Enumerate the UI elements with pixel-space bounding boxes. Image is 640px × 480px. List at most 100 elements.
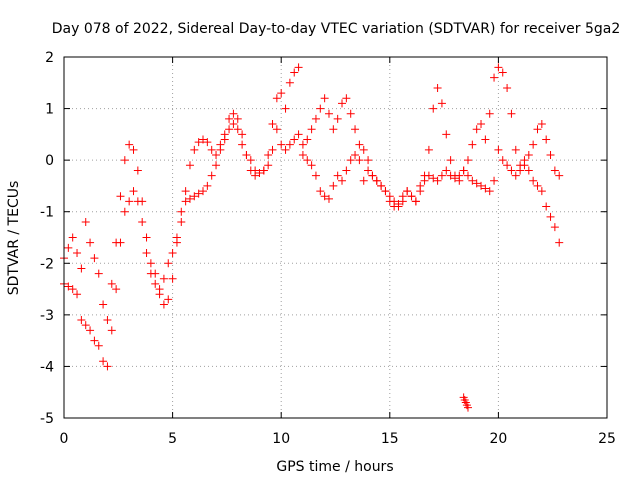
data-point (303, 156, 312, 165)
data-point (433, 83, 442, 92)
plot-frame (63, 56, 608, 419)
series-outlier (459, 393, 472, 412)
data-point (342, 94, 351, 103)
data-point (64, 243, 73, 252)
data-point (155, 290, 164, 299)
data-point (303, 135, 312, 144)
data-point (77, 316, 86, 325)
data-point (81, 218, 90, 227)
data-point (329, 125, 338, 134)
data-point (542, 135, 551, 144)
data-point (207, 145, 216, 154)
data-point (120, 207, 129, 216)
data-point (385, 192, 394, 201)
data-point (225, 125, 234, 134)
data-point (537, 187, 546, 196)
data-point (251, 166, 260, 175)
data-point (90, 336, 99, 345)
data-point (168, 274, 177, 283)
data-point (199, 187, 208, 196)
y-tick-label: -5 (40, 411, 54, 427)
data-point (511, 145, 520, 154)
data-point (442, 166, 451, 175)
data-point (125, 140, 134, 149)
y-tick-label: -3 (40, 308, 54, 324)
data-point (324, 194, 333, 203)
data-point (77, 264, 86, 273)
data-point (185, 194, 194, 203)
data-point (151, 279, 160, 288)
data-point (73, 248, 82, 257)
data-point (346, 109, 355, 118)
data-point (437, 171, 446, 180)
data-point (216, 140, 225, 149)
data-point (364, 156, 373, 165)
data-point (468, 140, 477, 149)
data-point (450, 171, 459, 180)
data-point (455, 176, 464, 185)
data-point (498, 156, 507, 165)
y-tick-labels: -5 -4 -3 -2 -1 0 1 2 (40, 50, 54, 427)
data-point (238, 130, 247, 139)
data-point (511, 171, 520, 180)
data-point (290, 135, 299, 144)
data-point (281, 145, 290, 154)
data-point (403, 187, 412, 196)
data-point (381, 187, 390, 196)
data-point (481, 135, 490, 144)
data-point (433, 176, 442, 185)
data-point (316, 187, 325, 196)
data-point (351, 150, 360, 159)
data-point (546, 150, 555, 159)
data-point (229, 120, 238, 129)
data-point (485, 187, 494, 196)
data-point (290, 68, 299, 77)
data-point (307, 161, 316, 170)
data-point (390, 197, 399, 206)
data-point (246, 156, 255, 165)
data-point (546, 212, 555, 221)
data-point (529, 140, 538, 149)
data-point (138, 218, 147, 227)
data-point (68, 285, 77, 294)
data-point (516, 161, 525, 170)
data-point (555, 171, 564, 180)
data-point (338, 99, 347, 108)
data-point (238, 140, 247, 149)
data-point (94, 269, 103, 278)
data-point (429, 174, 438, 183)
data-point (164, 259, 173, 268)
data-point (259, 166, 268, 175)
data-point (311, 171, 320, 180)
data-point (416, 181, 425, 190)
y-tick-label: -1 (40, 205, 54, 221)
data-point (555, 238, 564, 247)
x-tick-label: 15 (381, 431, 399, 447)
data-point (203, 181, 212, 190)
data-point (524, 166, 533, 175)
data-point (164, 295, 173, 304)
data-point (212, 161, 221, 170)
data-point (272, 94, 281, 103)
y-tick-label: -2 (40, 256, 54, 272)
data-point (146, 259, 155, 268)
data-point (168, 248, 177, 257)
y-tick-label: 1 (45, 102, 54, 118)
data-point (320, 192, 329, 201)
data-point (268, 120, 277, 129)
data-point (372, 176, 381, 185)
data-point (133, 166, 142, 175)
data-point (520, 156, 529, 165)
data-point (125, 197, 134, 206)
y-axis-label: SDTVAR / TECUs (6, 181, 22, 296)
data-point (490, 176, 499, 185)
data-point (333, 114, 342, 123)
data-point (307, 125, 316, 134)
data-point (507, 109, 516, 118)
data-point (199, 135, 208, 144)
data-point (494, 145, 503, 154)
data-point (225, 114, 234, 123)
data-point (285, 78, 294, 87)
data-point (298, 150, 307, 159)
